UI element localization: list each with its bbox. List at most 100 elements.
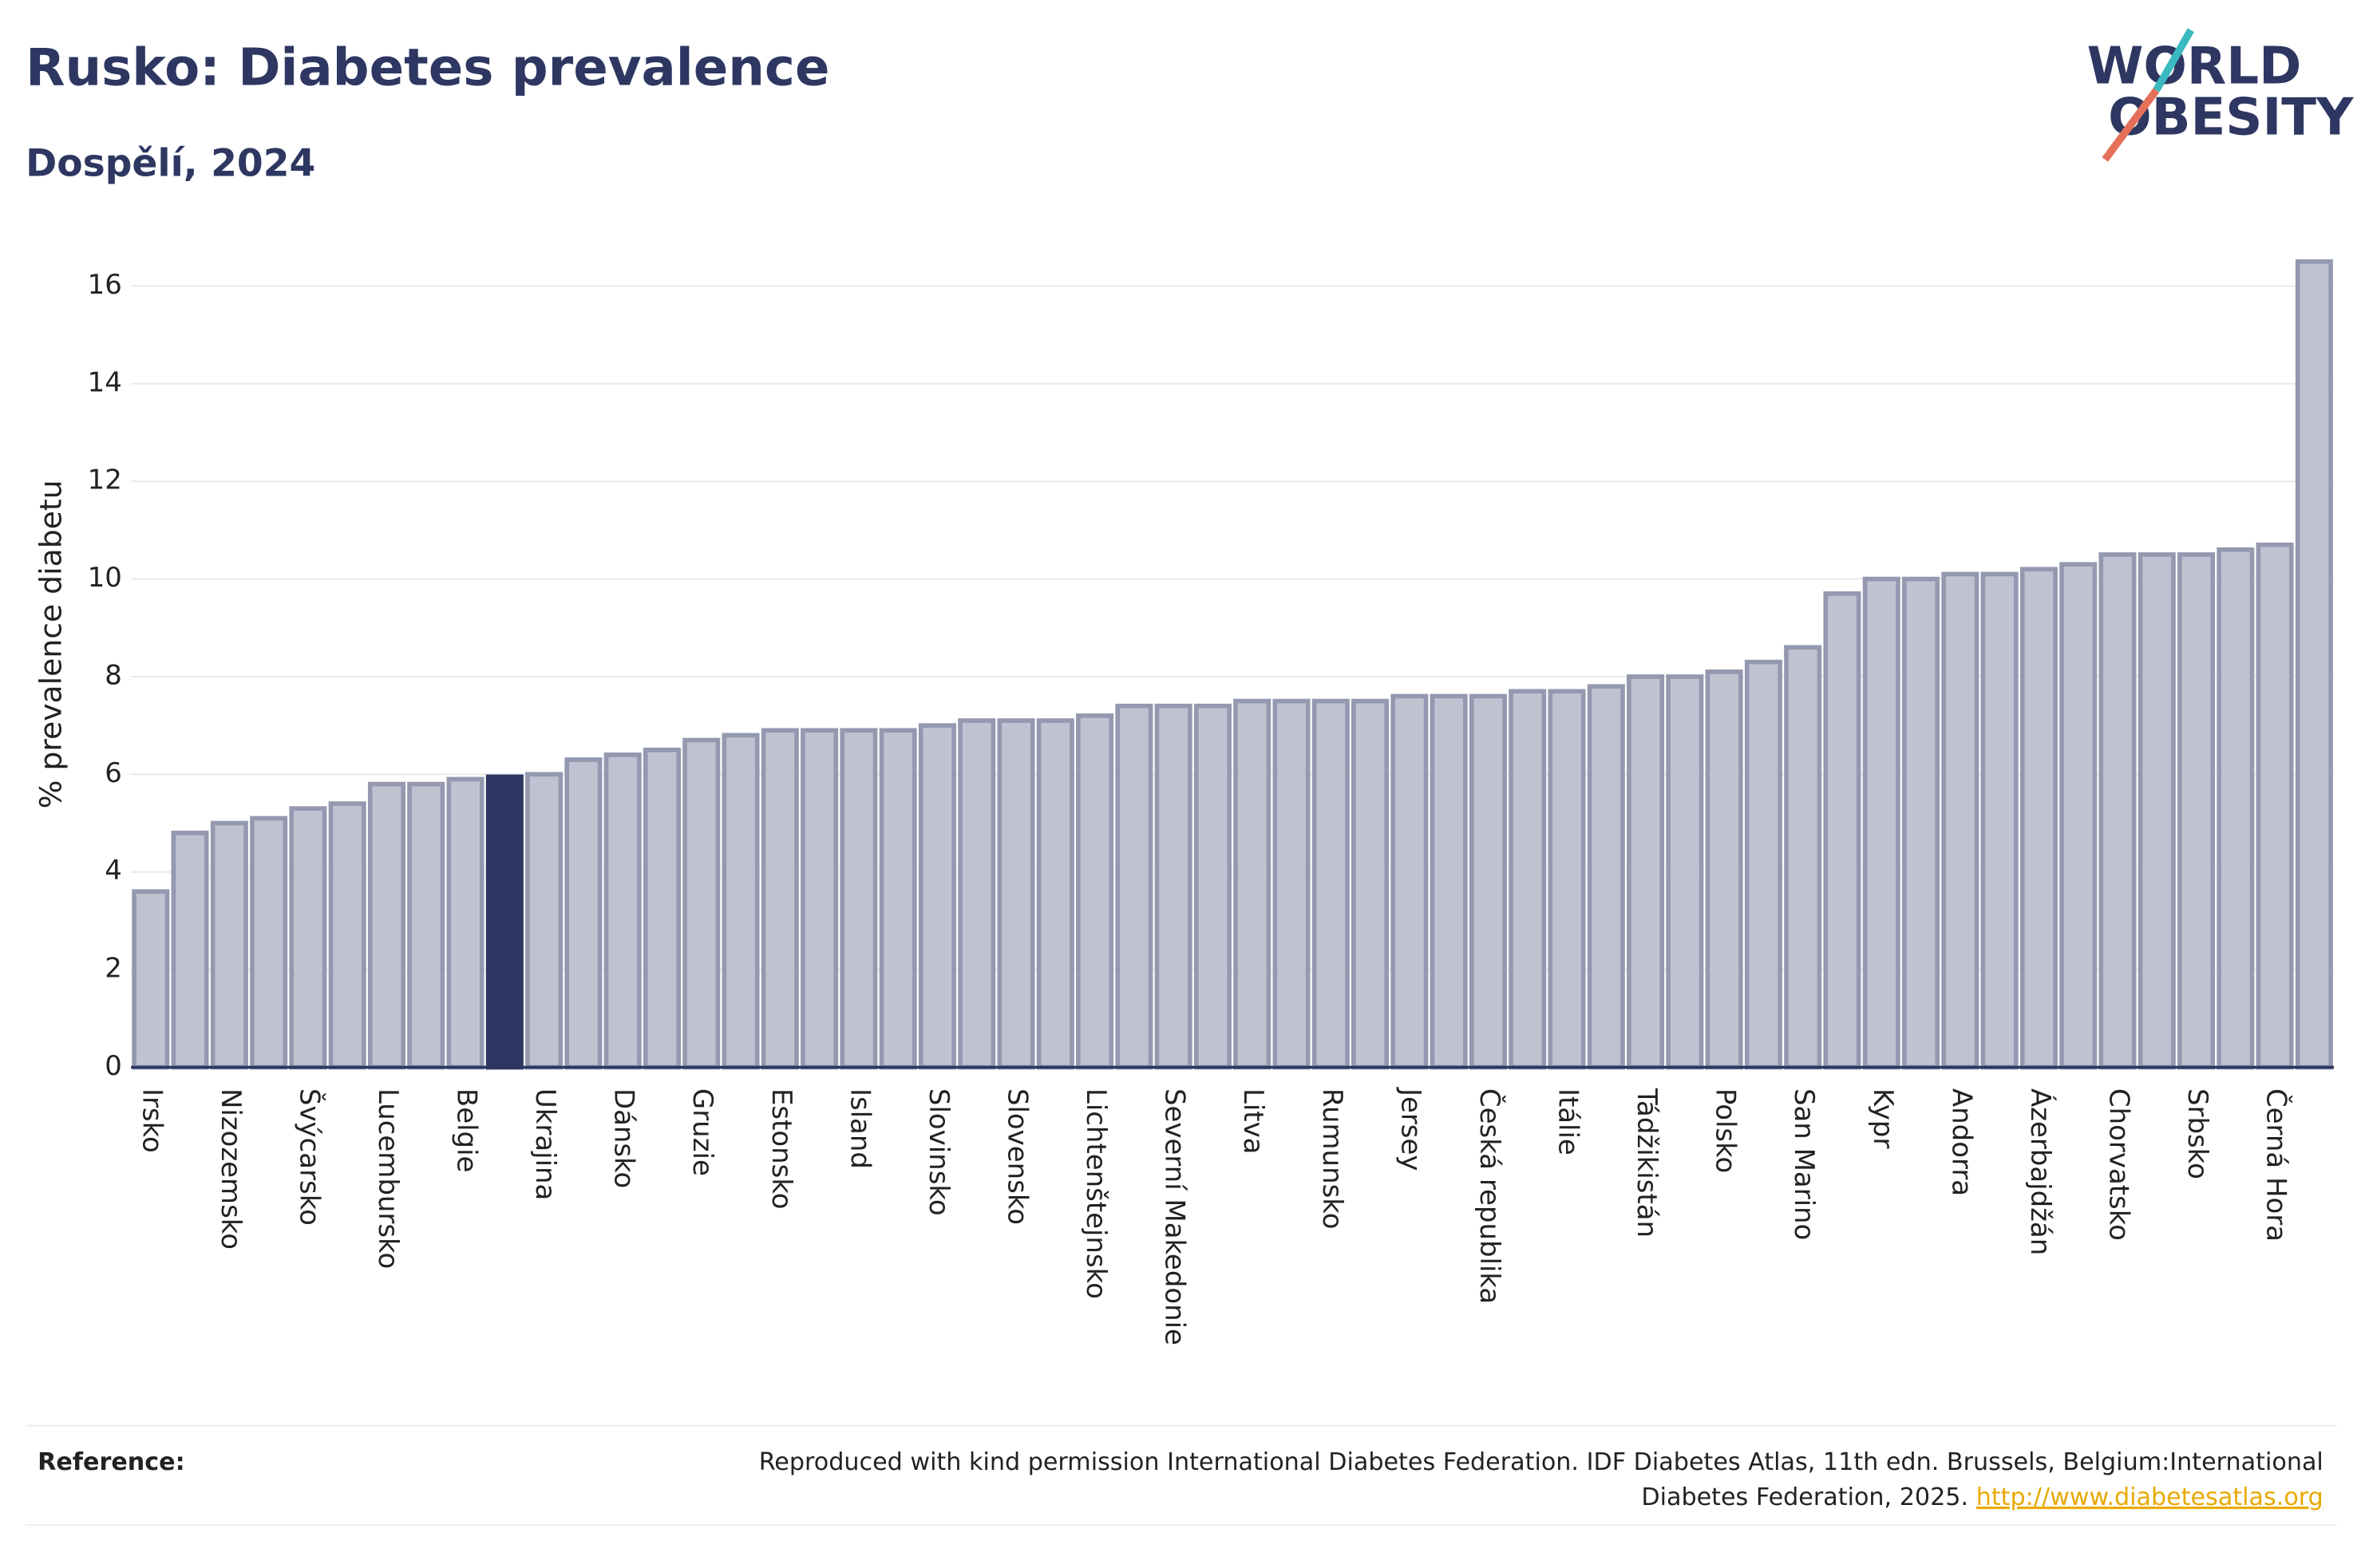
bar — [2177, 552, 2216, 1070]
bar — [1115, 703, 1153, 1070]
y-tick-label: 2 — [105, 953, 122, 985]
y-tick-label: 4 — [105, 855, 122, 887]
x-tick-label: Andorra — [1945, 1088, 1977, 1196]
x-tick-label: Tádžikistán — [1631, 1088, 1663, 1238]
logo-slash — [2153, 28, 2194, 93]
bar — [1980, 571, 2019, 1070]
bar — [250, 816, 288, 1070]
x-tick-label: Slovensko — [1002, 1088, 1034, 1225]
logo-text: OBESITY — [2108, 88, 2355, 148]
bar — [367, 781, 406, 1070]
reference-label: Reference: — [38, 1448, 185, 1476]
bar — [1036, 718, 1074, 1070]
bar — [1351, 698, 1390, 1070]
chart-subtitle: Dospělí, 2024 — [26, 142, 315, 186]
x-tick-label: Estonsko — [765, 1088, 797, 1210]
x-tick-label: Švýcarsko — [293, 1088, 326, 1226]
bar — [132, 889, 170, 1070]
reference-text: Diabetes Federation, 2025. http://www.di… — [1641, 1483, 2323, 1511]
logo-slash — [2102, 88, 2160, 162]
y-tick-label: 8 — [105, 659, 122, 691]
bar — [1784, 645, 1822, 1070]
x-tick-label: Kypr — [1867, 1088, 1899, 1148]
bar — [682, 737, 721, 1070]
bar — [2059, 562, 2098, 1070]
bar — [997, 718, 1035, 1070]
x-tick-label: Ukrajina — [529, 1088, 561, 1200]
x-tick-label: Belgie — [451, 1088, 483, 1172]
bar — [2217, 547, 2255, 1070]
reference-text: Reproduced with kind permission Internat… — [759, 1448, 2323, 1476]
x-tick-label: Srbsko — [2181, 1088, 2213, 1179]
bar — [1587, 684, 1625, 1070]
y-axis-label: % prevalence diabetu — [34, 480, 69, 808]
bar — [603, 752, 642, 1070]
x-tick-label: Severní Makedonie — [1159, 1088, 1191, 1345]
reference-link[interactable]: http://www.diabetesatlas.org — [1976, 1483, 2323, 1511]
y-tick-label: 14 — [88, 366, 122, 398]
bar — [879, 728, 917, 1070]
x-tick-label: Ázerbajdžán — [2024, 1088, 2057, 1255]
bar — [801, 728, 839, 1070]
bar — [1076, 713, 1114, 1070]
bar — [1902, 576, 1940, 1070]
bar — [289, 806, 327, 1070]
bar — [643, 747, 681, 1070]
x-tick-label: Černá Hora — [2260, 1088, 2293, 1242]
x-tick-label: Rumunsko — [1316, 1088, 1348, 1230]
bar — [1272, 698, 1311, 1070]
bar — [1823, 591, 1861, 1070]
bar — [2138, 552, 2176, 1070]
x-tick-label: Lichtenštejnsko — [1080, 1088, 1112, 1299]
x-tick-label: San Marino — [1788, 1088, 1820, 1240]
x-tick-label: Česká republika — [1473, 1088, 1506, 1304]
logo: WORLD OBESITY — [2087, 28, 2355, 162]
x-tick-label: Irsko — [136, 1088, 168, 1153]
chart-title: Rusko: Diabetes prevalence — [26, 38, 829, 97]
x-tick-label: Polsko — [1710, 1088, 1742, 1173]
bar — [1862, 576, 1900, 1070]
bar — [1311, 698, 1350, 1070]
x-tick-label: Chorvatsko — [2102, 1088, 2134, 1241]
bar — [1509, 689, 1547, 1070]
bar — [2256, 542, 2294, 1070]
bar — [171, 830, 209, 1070]
x-tick-label: Lucembursko — [372, 1088, 404, 1269]
bar — [1548, 689, 1586, 1070]
bar — [1469, 693, 1507, 1070]
bar — [328, 801, 366, 1070]
bar — [446, 776, 484, 1070]
bar — [958, 718, 996, 1070]
logo-text: WORLD — [2087, 36, 2302, 96]
bar — [1390, 693, 1429, 1070]
bar — [1193, 703, 1232, 1070]
bar — [564, 757, 603, 1070]
bar — [1430, 693, 1468, 1070]
y-tick-label: 10 — [88, 562, 122, 594]
bar — [210, 820, 248, 1070]
bar — [1627, 674, 1665, 1070]
bar — [1233, 698, 1271, 1070]
bar — [918, 723, 956, 1070]
bar — [761, 728, 799, 1070]
bar — [485, 774, 524, 1070]
x-tick-label: Island — [844, 1088, 876, 1169]
bar — [2098, 552, 2137, 1070]
bar — [2019, 567, 2058, 1070]
y-tick-label: 12 — [88, 464, 122, 496]
bar — [1666, 674, 1704, 1070]
reference-text: Diabetes Federation, 2025. — [1641, 1483, 1968, 1511]
y-tick-label: 16 — [88, 269, 122, 301]
x-tick-label: Gruzie — [686, 1088, 718, 1176]
x-tick-label: Litva — [1237, 1088, 1269, 1155]
y-tick-label: 0 — [105, 1050, 122, 1082]
bar — [2295, 259, 2333, 1070]
bar — [1744, 659, 1782, 1070]
bar — [407, 781, 445, 1070]
x-tick-label: Dánsko — [608, 1088, 640, 1188]
y-tick-label: 6 — [105, 757, 122, 789]
x-tick-label: Itálie — [1552, 1088, 1584, 1155]
x-tick-label: Slovinsko — [923, 1088, 955, 1216]
bar — [840, 728, 878, 1070]
